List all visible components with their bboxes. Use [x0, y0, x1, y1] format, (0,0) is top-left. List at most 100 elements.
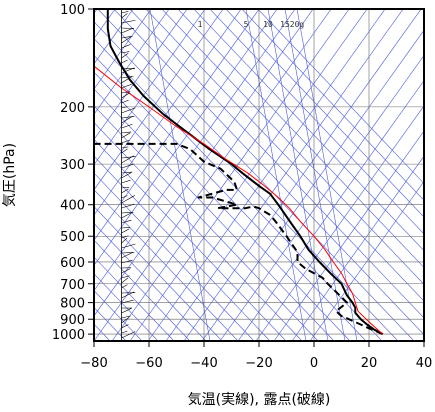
x-tick-label: −40	[190, 356, 217, 371]
dry-adiabat-line	[257, 9, 424, 184]
isotherm-line	[94, 9, 242, 216]
x-tick-label: 20	[361, 356, 378, 371]
dew-point-profile-line	[94, 142, 384, 336]
wind-barb	[121, 91, 131, 94]
x-tick-label: 40	[416, 356, 433, 371]
wind-barb	[121, 243, 136, 249]
wind-barb	[121, 115, 134, 124]
wind-barb	[121, 237, 128, 244]
dry-adiabat-line	[94, 256, 175, 341]
wind-barb	[121, 203, 135, 209]
mixing-ratio-line	[267, 9, 329, 341]
dry-adiabat-line	[94, 239, 191, 341]
wind-barb	[121, 330, 128, 334]
wind-barb	[121, 235, 129, 239]
wind-barb	[121, 27, 134, 34]
y-tick-label: 700	[60, 278, 85, 293]
wind-barb	[121, 324, 129, 329]
y-tick-label: 100	[60, 3, 85, 18]
isotherm-line	[94, 9, 188, 140]
isotherm-line	[94, 9, 332, 341]
parcel-profile-line	[94, 65, 384, 335]
dry-adiabat-line	[161, 9, 424, 285]
wind-barb	[121, 171, 133, 174]
wind-barb	[121, 44, 131, 49]
dry-adiabat-line	[94, 206, 223, 341]
temperature-profile-line	[106, 9, 384, 335]
wind-barb	[121, 132, 131, 139]
mixing-ratio-label: 5	[244, 20, 249, 29]
wind-barb	[121, 139, 130, 144]
y-tick-label: 900	[60, 313, 85, 328]
mixing-ratio-label: 10	[263, 20, 273, 29]
dry-adiabat-line	[225, 9, 424, 218]
wind-barb	[121, 123, 133, 129]
dry-adiabat-line	[94, 38, 383, 341]
isotherm-line	[237, 80, 424, 341]
wind-barb	[121, 284, 128, 289]
wind-barb	[121, 188, 129, 194]
wind-barb	[121, 219, 132, 224]
dry-adiabat-line	[241, 9, 424, 201]
dry-adiabat-line	[94, 122, 303, 341]
mixing-ratio-label: 15	[280, 20, 290, 29]
isotherm-line	[129, 9, 368, 341]
y-tick-label: 300	[60, 158, 85, 173]
wind-barb	[121, 299, 134, 304]
wind-barb	[121, 195, 128, 199]
isotherm-line	[94, 9, 98, 14]
wind-barb	[121, 106, 128, 109]
wind-barb	[121, 275, 130, 279]
y-tick-label: 1000	[52, 328, 85, 343]
x-tick-label: −20	[245, 356, 272, 371]
mixing-ratio-line	[284, 9, 346, 341]
wind-barb	[121, 211, 134, 214]
dry-adiabat-line	[94, 21, 399, 341]
dry-adiabat-line	[94, 54, 367, 341]
series-layer	[94, 9, 384, 336]
isotherm-line	[183, 9, 422, 341]
dry-adiabat-line	[94, 222, 207, 341]
x-tick-label: −80	[80, 356, 107, 371]
dry-adiabat-line	[113, 9, 424, 336]
isotherm-line	[219, 54, 424, 341]
wind-barb	[121, 331, 136, 339]
mixing-ratio-labels: 1 5 10 15 20g	[198, 20, 305, 29]
isotherm-line	[201, 29, 424, 341]
y-tick-label: 800	[60, 297, 85, 312]
wind-barb	[121, 212, 133, 219]
wind-barb	[121, 107, 136, 114]
y-tick-label: 500	[60, 230, 85, 245]
isotherm-line	[94, 9, 206, 166]
wind-barb	[121, 35, 133, 39]
isotherm-line	[94, 9, 134, 65]
isotherm-line	[309, 180, 424, 341]
wind-barb	[121, 259, 133, 264]
isotherm-line	[94, 9, 314, 317]
wind-barb	[121, 59, 128, 64]
wind-barb	[121, 146, 129, 149]
isotherm-line	[0, 0, 222, 341]
wind-barb	[121, 277, 129, 284]
isotherm-line	[94, 9, 260, 241]
wind-barb	[121, 179, 131, 184]
wind-barb	[121, 36, 132, 44]
mixing-ratio-line	[149, 9, 211, 341]
wind-barb	[121, 291, 135, 299]
wind-barb	[121, 195, 135, 204]
x-axis-label: 気温(実線), 露点(破線)	[188, 392, 331, 408]
wind-barb	[121, 172, 132, 179]
isotherm-line	[94, 9, 170, 115]
wind-barb	[121, 67, 135, 74]
wind-barb	[121, 308, 132, 314]
mixing-ratio-label: 1	[198, 20, 203, 29]
mixing-ratio-line	[296, 9, 358, 341]
wind-barb	[121, 131, 132, 134]
wind-barb	[121, 315, 131, 319]
isotherm-line	[94, 9, 116, 40]
dry-adiabat-line	[145, 9, 424, 302]
dry-adiabat-line	[94, 88, 335, 341]
y-tick-label: 200	[60, 101, 85, 116]
isotherm-line	[165, 9, 404, 341]
